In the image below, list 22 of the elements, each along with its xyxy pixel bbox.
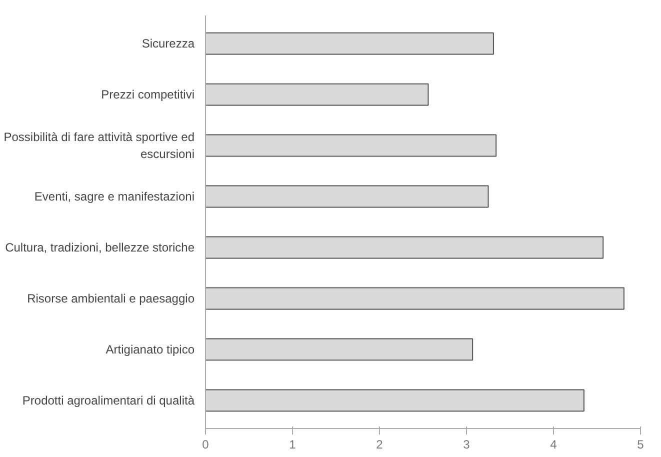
- x-tick-label: 2: [376, 438, 384, 452]
- y-tick-label: Possibilità di fare attività sportive ed escursioni: [4, 130, 195, 161]
- y-tick-label: Artigianato tipico: [106, 342, 195, 356]
- bar: [206, 185, 489, 208]
- y-tick-label: Eventi, sagre e manifestazioni: [34, 190, 195, 204]
- x-tick-label: 1: [289, 438, 296, 452]
- bar: [206, 236, 604, 259]
- x-tick-label: 5: [637, 438, 644, 452]
- y-tick-label: Prodotti agroalimentari di qualità: [22, 393, 195, 408]
- bar: [206, 134, 497, 157]
- y-tick-label: Sicurezza: [142, 36, 195, 51]
- y-tick-label: Prezzi competitivi: [101, 88, 194, 102]
- y-tick-label: Cultura, tradizioni, bellezze storiche: [5, 240, 195, 254]
- bar: [206, 338, 474, 361]
- x-tick-label: 0: [202, 438, 210, 452]
- bar: [206, 32, 494, 55]
- x-tick-label: 4: [550, 438, 558, 452]
- bar: [206, 389, 584, 412]
- y-tick-label: Risorse ambientali e paesaggio: [27, 291, 195, 306]
- bar: [206, 287, 624, 310]
- x-tick-label: 3: [463, 438, 470, 452]
- bar: [206, 83, 429, 106]
